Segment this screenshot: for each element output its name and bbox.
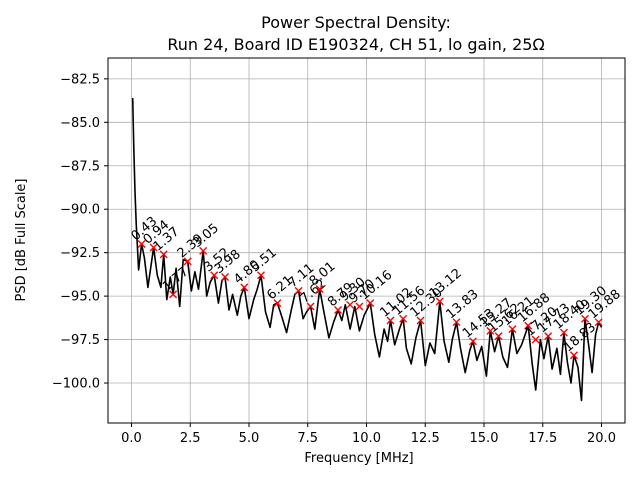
y-tick-label: −95.0 [60,290,100,305]
peak-marker-stroke [531,335,540,344]
peak-marker-stroke [494,332,503,341]
x-tick-label: 20.0 [587,431,616,446]
peak-marker [452,318,461,327]
peak-marker [334,306,343,315]
x-tick-label: 12.5 [411,431,440,446]
peak-marker [183,257,192,266]
x-tick-label: 0.0 [121,431,142,446]
peak-marker [306,302,315,311]
peak-marker-stroke [435,297,444,306]
axis-ticks: 0.0 2.5 5.0 7.5 10.0 12.5 15.0 17.5 20.0 −100.0 −9… [52,72,616,446]
peak-marker [508,325,517,334]
peak-marker-stroke [183,257,192,266]
y-tick-label: −85.0 [60,116,100,131]
axes-frame [107,57,626,424]
peak-marker [399,314,408,323]
peak-marker-stroke [452,318,461,327]
y-tick-label: −100.0 [52,377,100,392]
peak-marker [559,328,568,337]
peak-marker [386,316,395,325]
y-tick-label: −92.5 [60,246,100,261]
peak-marker-stroke [315,285,324,294]
y-tick-label: −82.5 [60,72,100,87]
peak-marker-stroke [221,273,230,281]
peak-marker-stroke [544,332,553,341]
peak-marker [210,271,219,280]
peak-marker [221,273,230,281]
x-tick-label: 5.0 [239,431,260,446]
peak-marker [240,283,249,292]
peak-marker [366,299,375,308]
peak-marker-stroke [199,246,208,255]
peak-marker [581,314,590,323]
peak-marker [594,318,603,327]
peak-marker-stroke [169,290,178,299]
peak-marker-stroke [594,318,603,327]
peak-marker-stroke [346,300,355,309]
peak-marker-stroke [416,316,425,325]
y-tick-label: −90.0 [60,203,100,218]
peak-marker-stroke [486,326,495,335]
peak-marker-stroke [294,286,303,295]
peak-marker [315,285,324,294]
peak-marker-stroke [399,314,408,323]
peak-marker [169,290,178,299]
peak-marker [524,321,533,330]
grid-lines [108,58,625,423]
peak-marker [355,302,364,311]
peak-marker-stroke [240,283,249,292]
peak-marker [273,299,282,308]
peak-marker [544,332,553,341]
peak-marker-stroke [386,316,395,325]
x-axis-label: Frequency [MHz] [304,451,413,466]
peak-marker-stroke [468,337,477,346]
peak-marker-stroke [355,302,364,311]
peak-marker [199,246,208,255]
peak-marker-stroke [581,314,590,323]
peak-marker [570,351,578,360]
peak-marker-stroke [149,243,158,252]
peak-marker [159,250,168,259]
peak-marker [256,271,265,280]
peak-marker-stroke [137,239,146,248]
peak-marker [416,316,425,325]
peak-marker-stroke [366,299,375,308]
peak-marker [468,337,477,346]
peak-marker [149,243,158,252]
peak-marker [494,332,503,341]
peak-marker [486,326,495,335]
x-tick-label: 7.5 [297,431,318,446]
chart-title-line-1: Power Spectral Density: [261,13,451,32]
peak-marker-stroke [273,299,282,308]
y-axis-label: PSD [dB Full Scale] [14,178,29,301]
peak-marker-stroke [210,271,219,280]
peak-marker-stroke [508,325,517,334]
peak-marker-stroke [524,321,533,330]
peak-marker [435,297,444,306]
x-tick-label: 2.5 [180,431,201,446]
peak-marker-stroke [559,328,568,337]
psd-series-line [131,97,603,402]
x-tick-label: 10.0 [352,431,381,446]
x-tick-label: 17.5 [528,431,557,446]
peak-marker [137,239,146,248]
peak-marker [531,335,540,344]
y-tick-label: −97.5 [60,333,100,348]
x-tick-label: 15.0 [470,431,499,446]
y-tick-label: −87.5 [60,159,100,174]
peak-marker [294,286,303,295]
peak-marker-stroke [334,306,343,315]
peak-marker [346,300,355,309]
peak-marker-stroke [256,271,265,280]
peak-marker-stroke [159,250,168,259]
chart-title-line-2: Run 24, Board ID E190324, CH 51, lo gain… [167,35,544,54]
peak-marker-stroke [570,351,578,360]
peak-marker-stroke [306,302,315,311]
